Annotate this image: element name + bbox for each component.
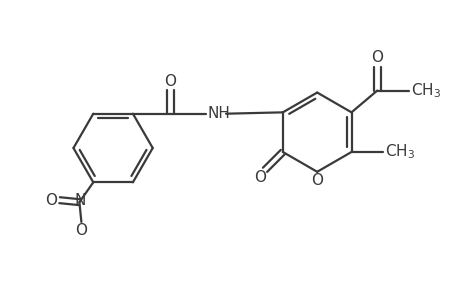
- Text: O: O: [75, 224, 87, 238]
- Text: CH$_3$: CH$_3$: [410, 81, 440, 100]
- Text: O: O: [253, 170, 265, 185]
- Text: O: O: [310, 173, 323, 188]
- Text: NH: NH: [207, 106, 230, 121]
- Text: N: N: [74, 193, 86, 208]
- Text: O: O: [164, 74, 176, 88]
- Text: CH$_3$: CH$_3$: [384, 142, 414, 161]
- Text: O: O: [370, 50, 382, 65]
- Text: O: O: [45, 193, 56, 208]
